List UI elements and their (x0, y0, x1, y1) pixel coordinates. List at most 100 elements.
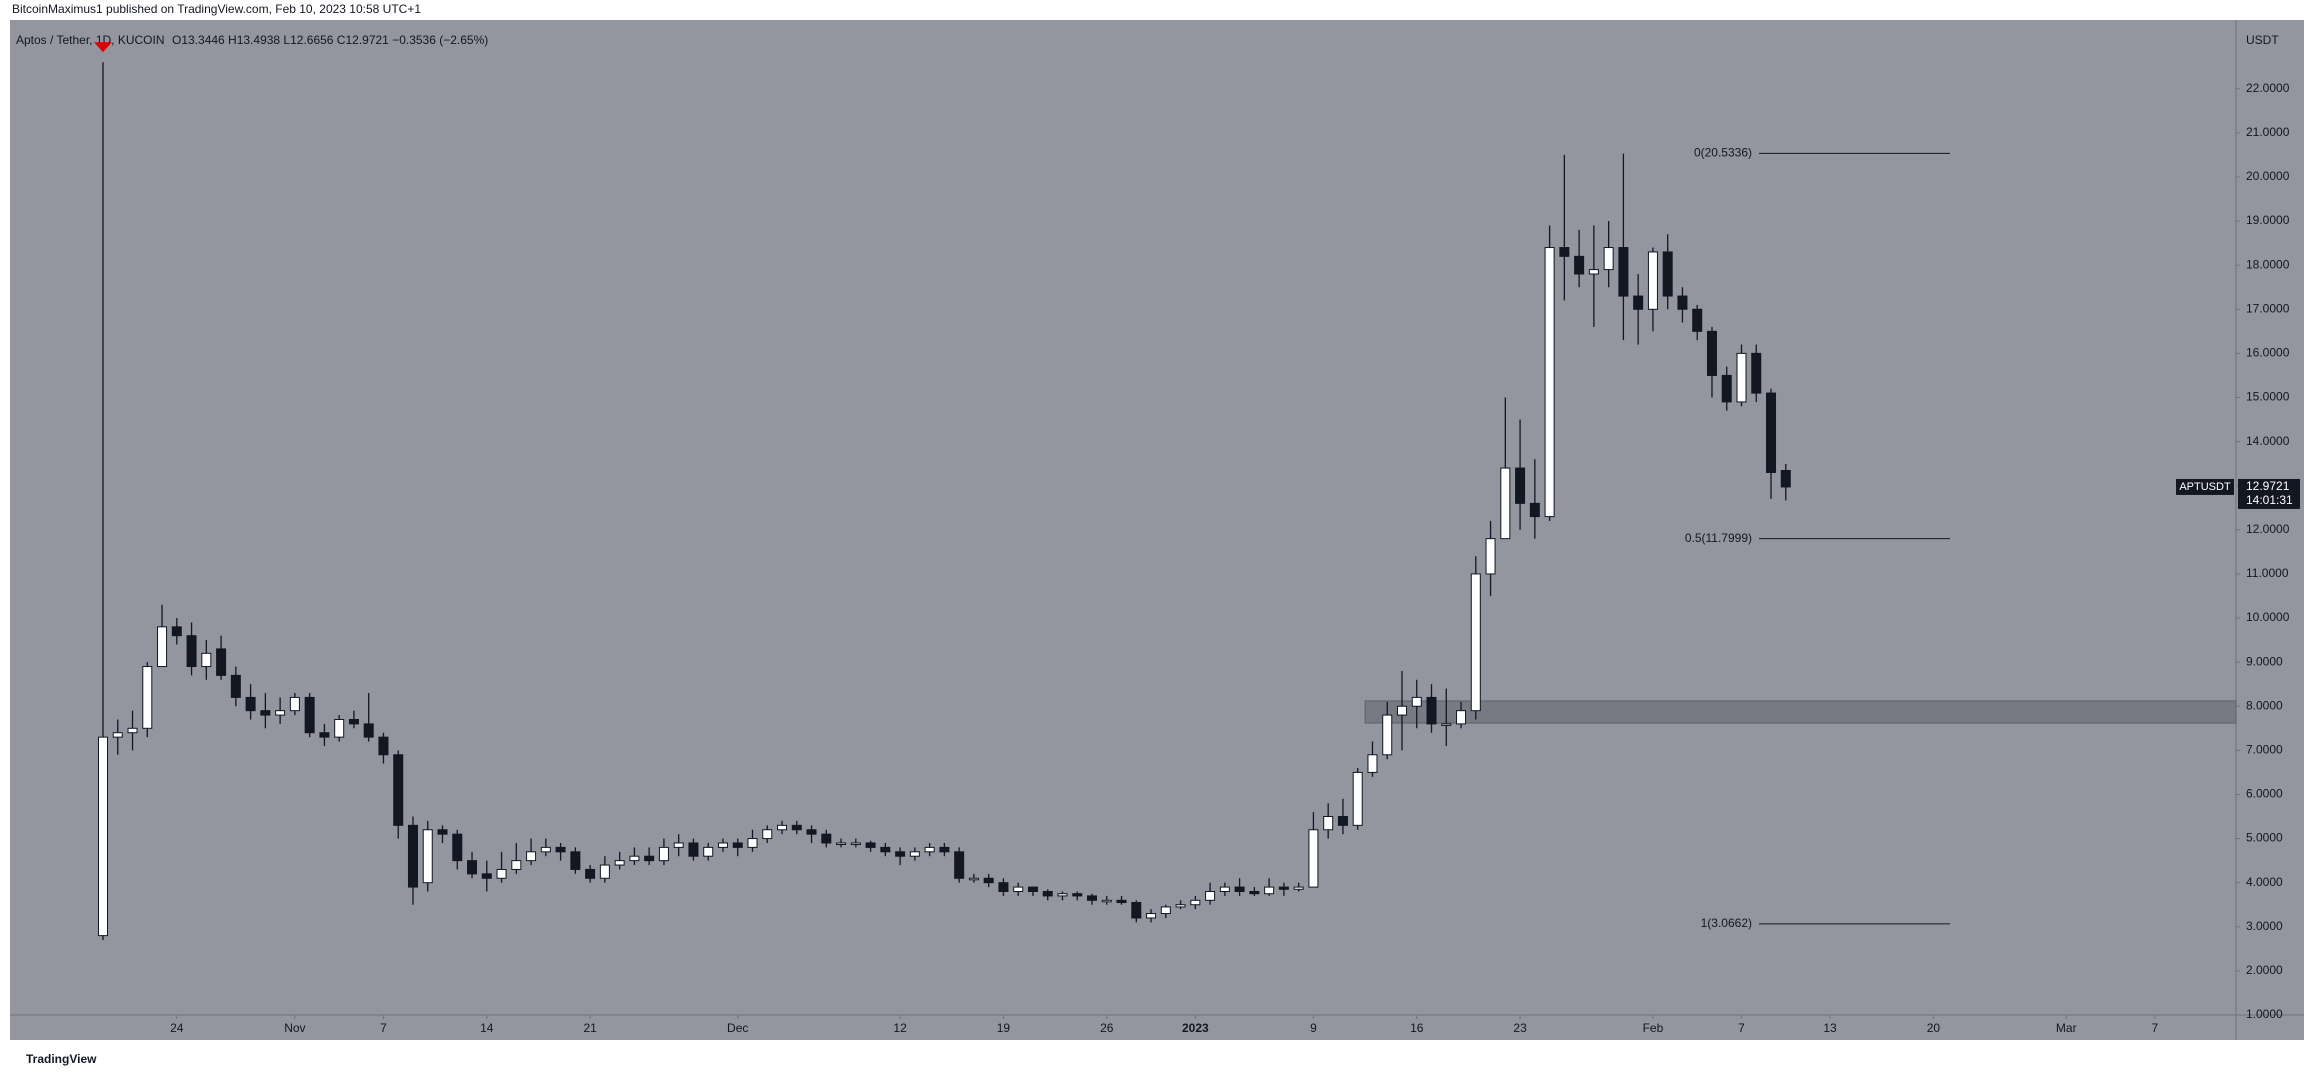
candle-body (1396, 705, 1407, 716)
candle-body (1426, 696, 1437, 725)
candle-body (378, 736, 389, 756)
currency-label: USDT (2246, 33, 2279, 47)
candle-body (762, 829, 773, 840)
candle-body (260, 710, 271, 716)
x-tick-label: 20 (1927, 1021, 1941, 1035)
candle-body (334, 718, 345, 738)
candle-body (717, 842, 728, 848)
candle-body (1337, 816, 1348, 826)
candle-body (1529, 502, 1540, 518)
candle-body (1588, 269, 1599, 275)
y-tick-label: 3.0000 (2246, 919, 2283, 933)
x-tick-label: 7 (380, 1021, 387, 1035)
candle-body (629, 855, 640, 862)
y-tick-label: 8.0000 (2246, 698, 2283, 712)
candle-body (821, 833, 832, 844)
candle-body (112, 732, 123, 738)
ohlc-readout: O13.3446 H13.4938 L12.6656 C12.9721 −0.3… (172, 33, 488, 47)
candle-body (437, 829, 448, 835)
candle-body (954, 851, 965, 879)
y-tick-label: 15.0000 (2246, 390, 2290, 404)
candle-body (1751, 352, 1762, 394)
candle-body (1470, 573, 1481, 712)
candle-body (171, 626, 182, 637)
y-tick-label: 2.0000 (2246, 963, 2283, 977)
support-zone (1364, 700, 2237, 724)
candle-body (127, 727, 138, 734)
candle-body (540, 846, 551, 853)
x-tick-label: 2023 (1182, 1021, 1209, 1035)
publisher-header: BitcoinMaximus1 published on TradingView… (12, 2, 421, 16)
candle-body (1278, 886, 1289, 890)
chart-background (10, 20, 2304, 1040)
candle-body (747, 838, 758, 848)
x-tick-label: 7 (2151, 1021, 2158, 1035)
candle-body (1515, 467, 1526, 504)
x-tick-label: 9 (1310, 1021, 1317, 1035)
y-tick-label: 12.0000 (2246, 522, 2290, 536)
candle-body (1116, 899, 1127, 904)
candle-body (1042, 891, 1053, 897)
candle-body (806, 829, 817, 835)
candle-body (1441, 723, 1452, 726)
y-tick-label: 22.0000 (2246, 81, 2290, 95)
candle-body (1456, 710, 1467, 725)
candle-body (1160, 906, 1171, 915)
candle-body (1633, 295, 1644, 310)
candle-body (1101, 899, 1112, 903)
candle-body (1618, 247, 1629, 297)
candle-body (1692, 308, 1703, 332)
candle-body (496, 868, 507, 879)
y-tick-label: 18.0000 (2246, 257, 2290, 271)
candle-body (407, 824, 418, 888)
candle-body (599, 864, 610, 879)
candle-body (1382, 714, 1393, 756)
candle-body (939, 846, 950, 853)
candle-body (836, 842, 847, 845)
candle-body (1175, 904, 1186, 908)
brand-footer: TradingView (26, 1052, 97, 1066)
candle-body (644, 855, 655, 862)
candle-body (924, 846, 935, 853)
y-tick-label: 6.0000 (2246, 787, 2283, 801)
candle-body (216, 648, 227, 676)
top-marker (93, 42, 112, 53)
candle-body (850, 842, 861, 845)
candle-body (1411, 696, 1422, 707)
y-tick-label: 10.0000 (2246, 610, 2290, 624)
candle-body (880, 846, 891, 853)
candle-body (909, 851, 920, 857)
symbol-title: Aptos / Tether, 1D, KUCOIN (16, 33, 165, 47)
candle-body (1367, 754, 1378, 773)
candle-body (570, 851, 581, 870)
y-tick-label: 20.0000 (2246, 169, 2290, 183)
y-tick-label: 9.0000 (2246, 654, 2283, 668)
candle-body (777, 824, 788, 831)
candle-body (1352, 771, 1363, 826)
candle-body (895, 851, 906, 857)
x-tick-label: 24 (170, 1021, 184, 1035)
candle-body (363, 723, 374, 738)
candle-body (97, 736, 108, 937)
y-tick-label: 16.0000 (2246, 346, 2290, 360)
candle-body (393, 754, 404, 826)
candle-body (319, 732, 330, 738)
candle-body (1234, 886, 1245, 893)
candle-body (452, 833, 463, 862)
candle-body (1072, 893, 1083, 897)
price-badge-text: 12.9721 (2246, 479, 2290, 493)
candle-body (511, 860, 522, 870)
candle-body (1131, 902, 1142, 919)
candle-body (1308, 829, 1319, 888)
candle-body (1647, 251, 1658, 310)
candle-body (585, 868, 596, 879)
candle-body (1485, 538, 1496, 575)
x-tick-label: Mar (2056, 1021, 2077, 1035)
x-tick-label: 7 (1738, 1021, 1745, 1035)
x-tick-label: Feb (1643, 1021, 1664, 1035)
x-tick-label: 21 (583, 1021, 597, 1035)
candle-body (230, 674, 241, 698)
y-tick-label: 4.0000 (2246, 875, 2283, 889)
x-tick-label: 19 (997, 1021, 1011, 1035)
